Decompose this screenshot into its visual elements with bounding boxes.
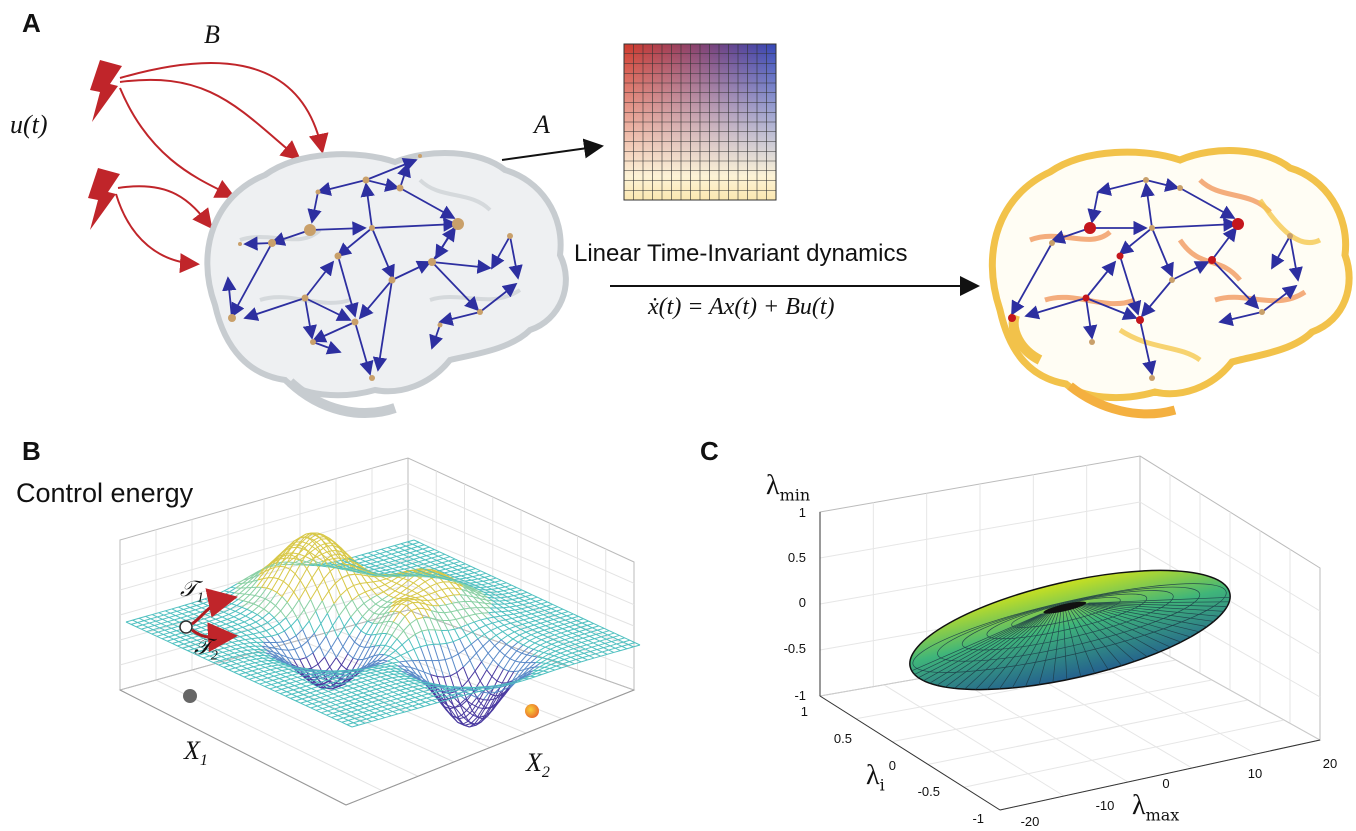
network-nodes-right	[1008, 177, 1293, 381]
ellipsoid-plot: 1 0.5 0 -0.5 -1 1 0.5 0 -0.5 -1 -20 -10 …	[784, 455, 1338, 829]
energy-landscape-plot	[118, 457, 641, 806]
panel-b-letter: B	[22, 436, 41, 466]
x-tick: -20	[1021, 814, 1040, 829]
stimulus-bolt-icon	[90, 60, 122, 122]
trajectory-2-arrow	[191, 622, 238, 653]
x-tick: -10	[1096, 798, 1115, 813]
x-tick: 0	[1162, 776, 1169, 791]
matrix-a-heatmap	[623, 43, 777, 201]
network-nodes-left	[228, 154, 513, 381]
panel-c-letter: C	[700, 436, 719, 466]
start-state-dot	[183, 689, 197, 703]
x-axis-ticks: -20 -10 0 10 20	[1021, 756, 1338, 829]
panel-b-title: Control energy	[16, 478, 194, 508]
x1-axis-label: X1	[184, 736, 208, 770]
y-tick: -1	[972, 811, 984, 826]
trajectory-1-label: 𝒯1	[180, 576, 204, 606]
lambda-i-label: λi	[866, 760, 885, 795]
input-matrix-label: B	[204, 20, 220, 49]
input-signal-label: u(t)	[10, 110, 48, 139]
z-tick: -1	[794, 688, 806, 703]
panel-a-letter: A	[22, 8, 41, 38]
z-tick: 0	[799, 595, 806, 610]
trajectory-2-label: 𝒯2	[194, 634, 218, 664]
y-tick: 1	[801, 704, 808, 719]
lambda-min-label: λmin	[766, 470, 811, 505]
dynamics-equation: ẋ(t) = Ax(t) + Bu(t)	[648, 294, 835, 320]
dynamics-title: Linear Time-Invariant dynamics	[574, 240, 908, 267]
stimulus-bolt-icon	[88, 168, 120, 230]
z-tick: -0.5	[784, 641, 806, 656]
z-tick: 1	[799, 505, 806, 520]
trajectory-1-arrow	[191, 588, 238, 626]
z-axis-ticks: 1 0.5 0 -0.5 -1	[784, 505, 806, 703]
y-axis-ticks: 1 0.5 0 -0.5 -1	[801, 704, 984, 826]
control-input-arrows	[115, 62, 329, 274]
lambda-max-label: λmax	[1132, 790, 1180, 825]
x2-axis-label: X2	[526, 748, 550, 782]
initial-state-marker	[179, 620, 193, 634]
x-tick: 20	[1323, 756, 1337, 771]
matrix-arrow	[501, 138, 604, 161]
y-tick: -0.5	[918, 784, 940, 799]
target-state-dot	[525, 704, 539, 718]
network-edges-right	[1011, 177, 1303, 376]
connectivity-matrix-label: A	[534, 110, 550, 139]
x-tick: 10	[1248, 766, 1262, 781]
z-tick: 0.5	[788, 550, 806, 565]
brain-outline-left	[204, 150, 569, 418]
network-edges-left	[222, 157, 523, 376]
y-tick: 0	[889, 758, 896, 773]
y-tick: 0.5	[834, 731, 852, 746]
